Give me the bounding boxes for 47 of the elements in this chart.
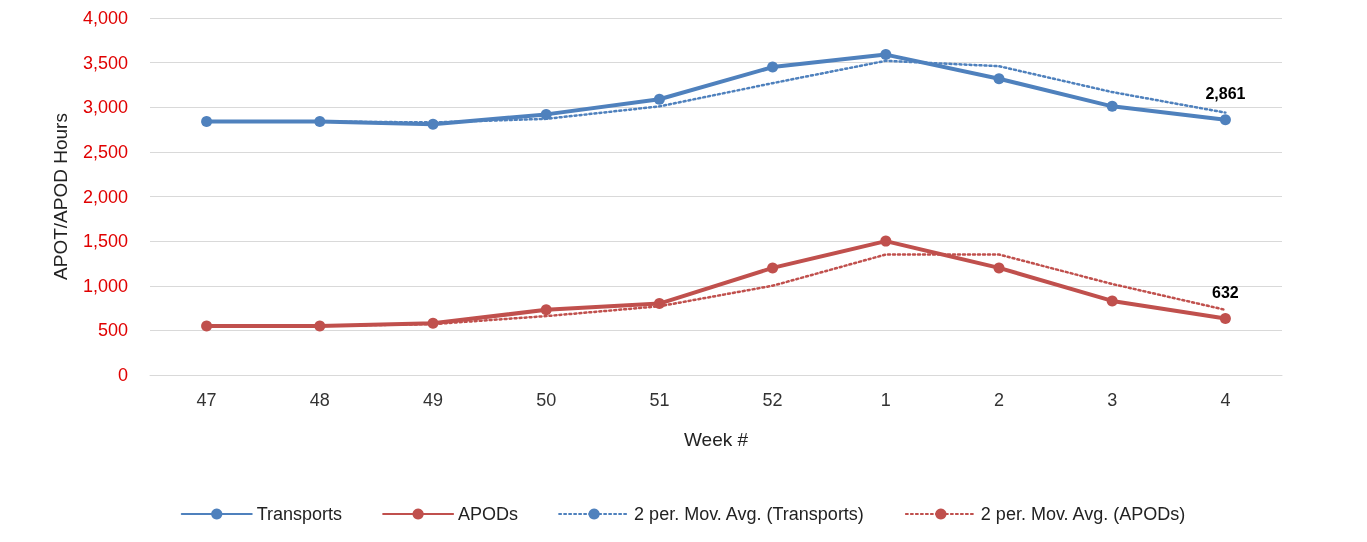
x-tick-label: 51	[649, 390, 670, 410]
y-tick-label: 3,000	[82, 97, 128, 118]
x-axis-title: Week #	[683, 429, 749, 450]
point	[540, 108, 552, 120]
point	[767, 61, 779, 73]
point	[880, 49, 892, 61]
x-tick-label: 1	[880, 390, 891, 410]
y-tick-label: 2,500	[82, 141, 128, 162]
x-tick-label: 3	[1107, 390, 1118, 410]
point	[767, 262, 779, 274]
legend-label: Transports	[256, 504, 343, 524]
x-tick-label: 47	[196, 390, 217, 410]
y-tick-label: 4,000	[82, 8, 128, 28]
y-tick-label: 0	[117, 365, 128, 385]
point	[653, 93, 665, 105]
x-tick-label: 52	[762, 390, 783, 410]
y-tick-label: 1,000	[82, 275, 128, 296]
y-axis-title: APOT/APOD Hours	[50, 113, 71, 280]
legend-label: APODs	[458, 504, 519, 524]
point	[201, 320, 213, 332]
point	[880, 235, 892, 247]
x-tick-label: 49	[422, 390, 444, 410]
x-tick-label: 48	[309, 390, 330, 410]
point	[993, 262, 1005, 274]
x-tick-label: 4	[1220, 390, 1231, 410]
point	[993, 73, 1005, 85]
y-tick-label: 3,500	[82, 52, 128, 73]
point	[1106, 100, 1118, 112]
point	[427, 317, 439, 329]
point	[314, 116, 326, 128]
legend-label: 2 per. Mov. Avg. (Transports)	[634, 504, 864, 524]
y-tick-label: 1,500	[82, 231, 128, 252]
point	[201, 116, 213, 128]
point	[314, 320, 326, 332]
legend-label: 2 per. Mov. Avg. (APODs)	[980, 504, 1186, 524]
y-tick-label: 2,000	[82, 186, 128, 207]
data-label: 2,861	[1205, 84, 1246, 102]
x-tick-label: 2	[993, 390, 1005, 410]
point	[427, 118, 439, 130]
point	[1106, 295, 1118, 307]
point	[540, 304, 552, 316]
point	[1219, 313, 1231, 325]
data-label: 632	[1212, 283, 1239, 301]
point	[1219, 114, 1231, 126]
x-tick-label: 50	[536, 390, 557, 410]
point	[653, 298, 665, 310]
y-tick-label: 500	[97, 320, 128, 341]
